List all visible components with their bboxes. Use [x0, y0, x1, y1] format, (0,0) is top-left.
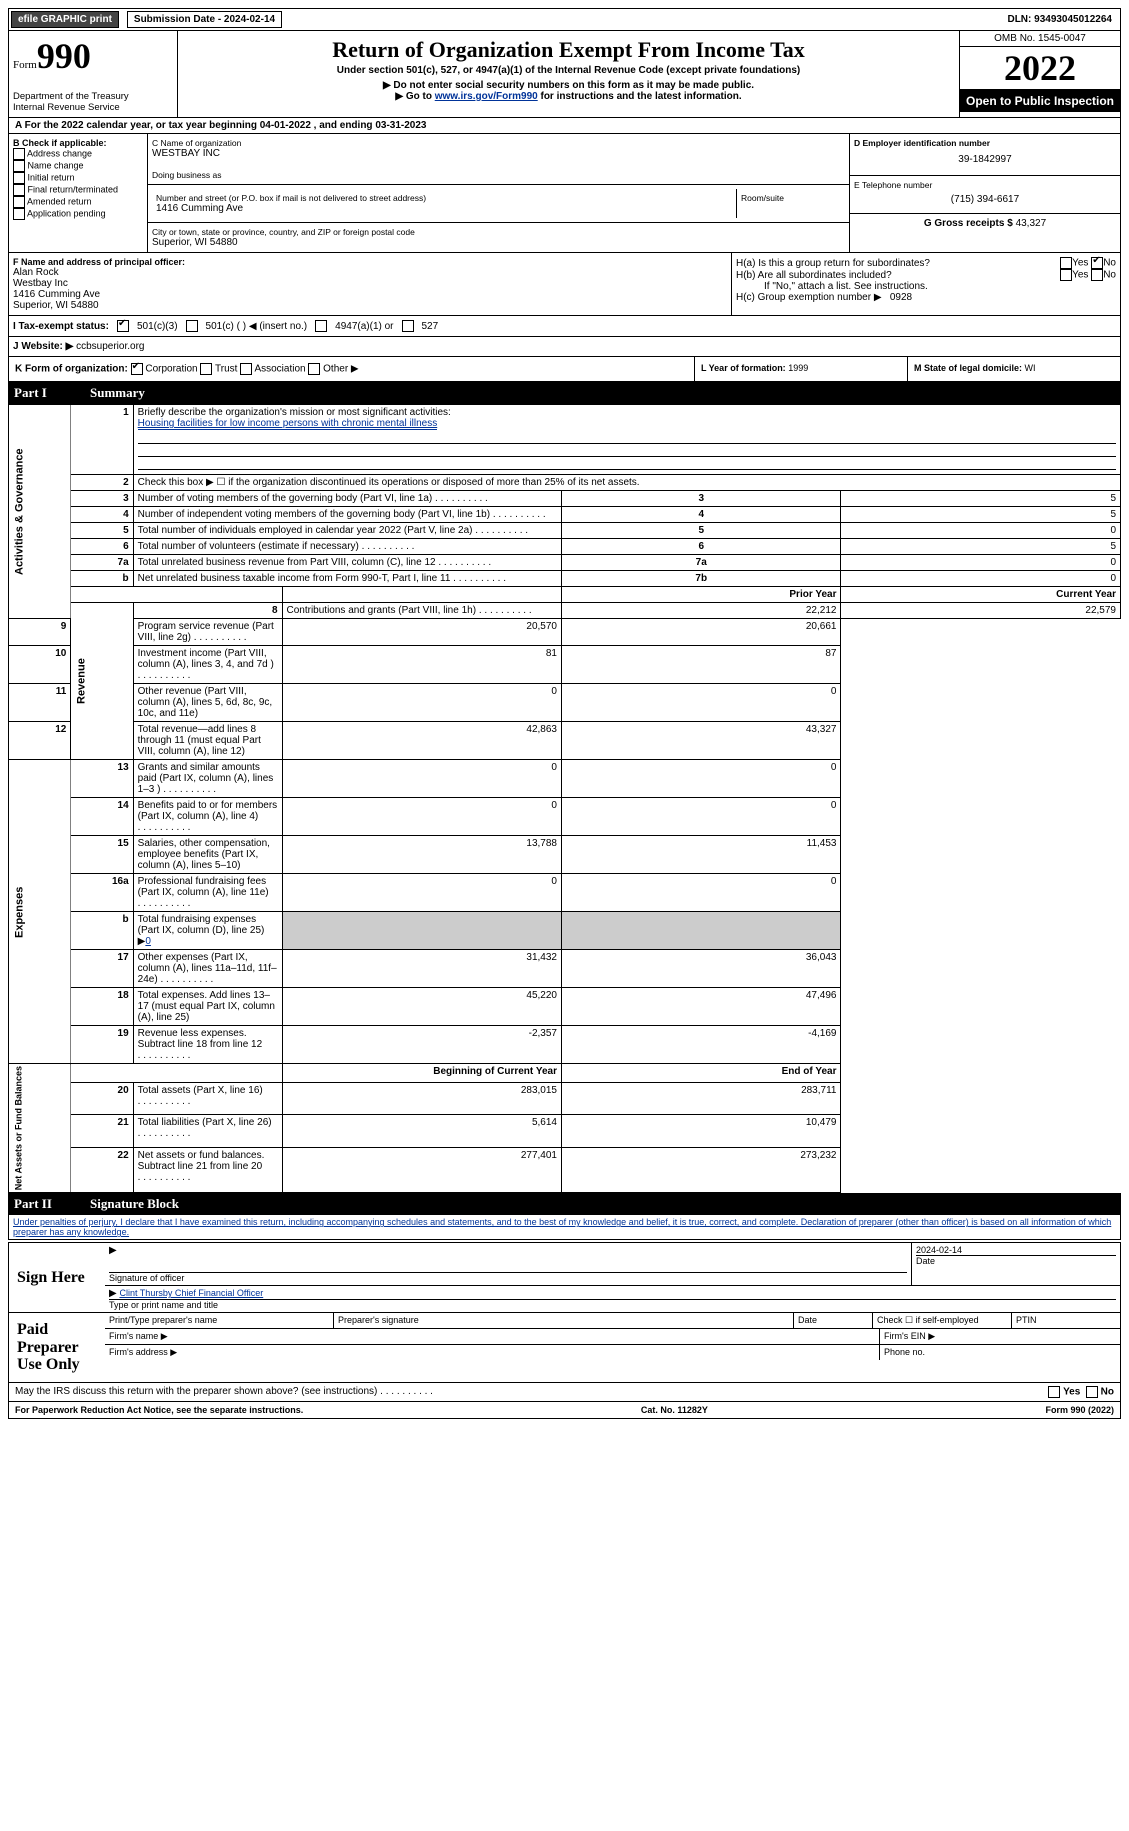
org-street: 1416 Cumming Ave	[156, 203, 732, 214]
header-center: Return of Organization Exempt From Incom…	[178, 31, 959, 117]
header-right: OMB No. 1545-0047 2022 Open to Public In…	[959, 31, 1120, 117]
year-formation: 1999	[788, 363, 808, 373]
box-h: H(a) Is this a group return for subordin…	[732, 253, 1120, 315]
goto-note: ▶ Go to www.irs.gov/Form990 for instruct…	[182, 91, 955, 102]
form-header: Form990 Department of the Treasury Inter…	[8, 31, 1121, 118]
state-domicile: WI	[1025, 363, 1036, 373]
side-netassets: Net Assets or Fund Balances	[9, 1064, 71, 1193]
officer-name: Clint Thursby Chief Financial Officer	[119, 1288, 263, 1298]
box-f: F Name and address of principal officer:…	[9, 253, 732, 315]
ssn-note: ▶ Do not enter social security numbers o…	[182, 80, 955, 91]
side-expenses: Expenses	[9, 760, 71, 1064]
telephone: (715) 394-6617	[854, 190, 1116, 209]
tax-year: 2022	[960, 47, 1120, 90]
dept-treasury: Department of the Treasury	[13, 91, 173, 102]
row-j-website: J Website: ▶ ccbsuperior.org	[8, 337, 1121, 357]
box-deg: D Employer identification number 39-1842…	[850, 134, 1120, 252]
dln: DLN: 93493045012264	[1007, 14, 1118, 25]
omb-number: OMB No. 1545-0047	[960, 31, 1120, 47]
irs-link[interactable]: www.irs.gov/Form990	[435, 91, 538, 102]
irs-label: Internal Revenue Service	[13, 102, 173, 113]
org-city: Superior, WI 54880	[152, 237, 845, 248]
box-b: B Check if applicable: Address change Na…	[9, 134, 148, 252]
website-link[interactable]: ccbsuperior.org	[76, 341, 144, 352]
org-name: WESTBAY INC	[152, 148, 845, 159]
open-to-public: Open to Public Inspection	[960, 90, 1120, 112]
ein: 39-1842997	[854, 148, 1116, 171]
box-c: C Name of organization WESTBAY INC Doing…	[148, 134, 850, 252]
form-word: Form	[13, 59, 37, 71]
sign-here-section: Sign Here Signature of officer 2024-02-1…	[8, 1242, 1121, 1313]
row-a-calendar: A For the 2022 calendar year, or tax yea…	[8, 118, 1121, 134]
mission-text[interactable]: Housing facilities for low income person…	[138, 418, 438, 430]
paid-preparer-section: Paid Preparer Use Only Print/Type prepar…	[8, 1313, 1121, 1383]
footer-row: For Paperwork Reduction Act Notice, see …	[8, 1402, 1121, 1419]
section-b-to-g: B Check if applicable: Address change Na…	[8, 134, 1121, 253]
submission-date: Submission Date - 2024-02-14	[127, 11, 282, 28]
form-number: 990	[37, 36, 91, 76]
header-left: Form990 Department of the Treasury Inter…	[9, 31, 178, 117]
efile-print-btn[interactable]: efile GRAPHIC print	[11, 11, 119, 28]
side-activities: Activities & Governance	[9, 405, 71, 619]
top-bar: efile GRAPHIC print Submission Date - 20…	[8, 8, 1121, 31]
form-subtitle: Under section 501(c), 527, or 4947(a)(1)…	[182, 65, 955, 76]
form-title: Return of Organization Exempt From Incom…	[182, 37, 955, 63]
part2-header: Part II Signature Block	[8, 1193, 1121, 1215]
side-revenue: Revenue	[71, 603, 133, 760]
row-klm: K Form of organization: Corporation Trus…	[8, 357, 1121, 382]
summary-table: Activities & Governance 1 Briefly descri…	[8, 404, 1121, 1193]
penalties-text: Under penalties of perjury, I declare th…	[8, 1215, 1121, 1240]
section-f-h: F Name and address of principal officer:…	[8, 253, 1121, 316]
gross-receipts: 43,327	[1016, 218, 1047, 229]
group-exemption: 0928	[890, 292, 912, 303]
row-i-tax-status: I Tax-exempt status: 501(c)(3) 501(c) ( …	[8, 316, 1121, 337]
discuss-row: May the IRS discuss this return with the…	[8, 1383, 1121, 1402]
cb-501c3	[117, 320, 129, 332]
part1-header: Part I Summary	[8, 382, 1121, 404]
